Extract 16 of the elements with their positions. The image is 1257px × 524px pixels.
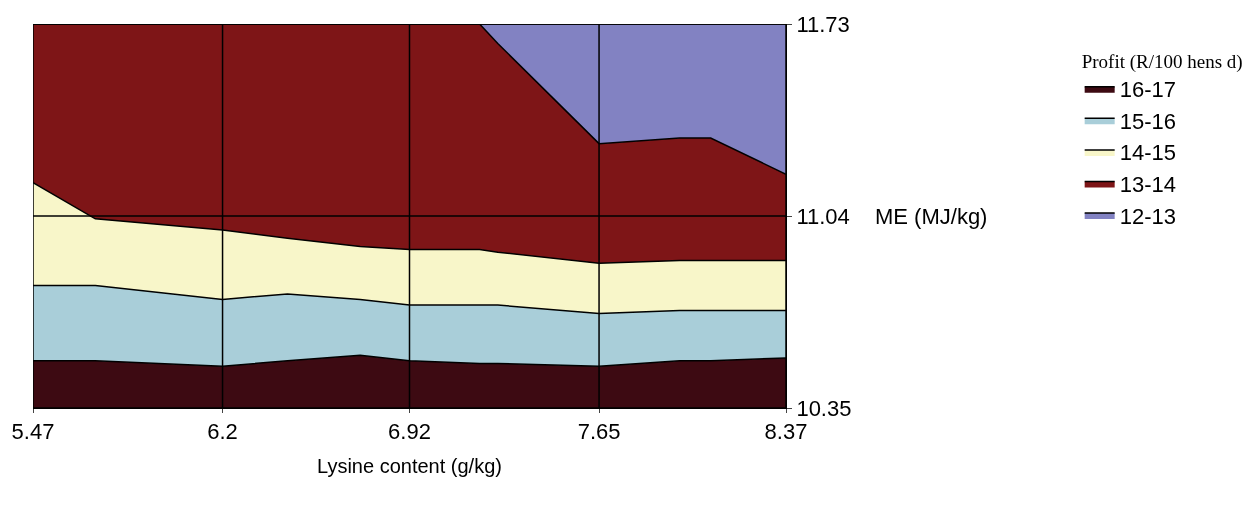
legend-label: 14-15 — [1119, 140, 1176, 166]
x-tick-label: 7.65 — [577, 419, 621, 445]
x-tick-label: 5.47 — [11, 419, 55, 445]
y-tick-label: 11.73 — [796, 11, 850, 37]
legend-label: 15-16 — [1119, 108, 1176, 134]
legend-label: 12-13 — [1119, 203, 1176, 229]
y-axis-title: ME (MJ/kg) — [875, 204, 988, 229]
x-tick-label: 6.2 — [207, 419, 238, 445]
x-tick-label: 8.37 — [764, 419, 808, 445]
x-axis-title: Lysine content (g/kg) — [317, 454, 502, 477]
legend-label: 16-17 — [1119, 77, 1176, 103]
x-tick-label: 6.92 — [388, 419, 431, 445]
legend-title: Profit (R/100 hens d) — [1081, 50, 1243, 73]
y-tick-label: 11.04 — [796, 203, 850, 229]
y-tick-label: 10.35 — [796, 395, 852, 421]
legend-label: 13-14 — [1119, 172, 1176, 198]
